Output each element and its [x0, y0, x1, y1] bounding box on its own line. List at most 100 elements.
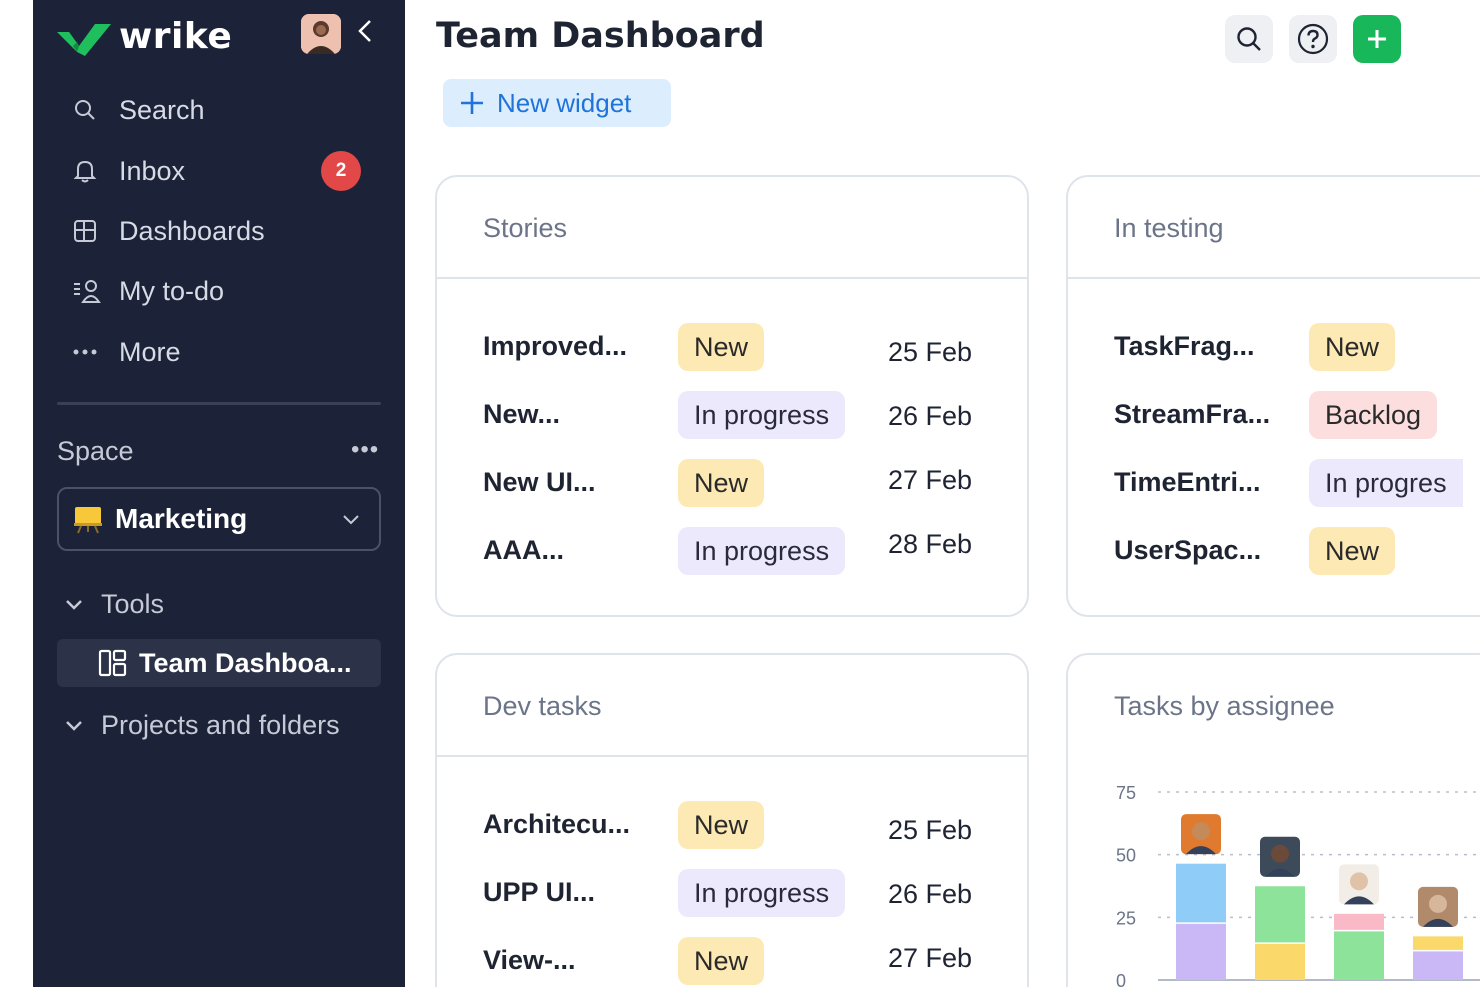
- bar-segment[interactable]: [1413, 936, 1463, 950]
- status-badge: New: [678, 801, 765, 849]
- plus-icon: [1368, 30, 1386, 48]
- task-name[interactable]: New UI...: [483, 467, 596, 497]
- brand-name: wrike: [119, 16, 233, 57]
- dashboard-layout-icon: [98, 649, 127, 677]
- due-date: 26 Feb: [888, 401, 973, 431]
- due-date: 25 Feb: [888, 815, 973, 845]
- widget-divider: [1068, 277, 1480, 279]
- assignee-avatar[interactable]: [1339, 864, 1379, 905]
- bar-segment[interactable]: [1176, 863, 1226, 923]
- status-badge: New: [678, 323, 765, 371]
- wrike-logo-icon[interactable]: [55, 18, 115, 58]
- widget-title[interactable]: Dev tasks: [483, 691, 602, 721]
- space-selector[interactable]: Marketing: [57, 487, 381, 551]
- task-name[interactable]: TimeEntri...: [1114, 467, 1261, 497]
- task-name[interactable]: Improved...: [483, 331, 628, 361]
- dashboard-grid-icon: [73, 217, 113, 245]
- table-row[interactable]: UserSpac... New: [1114, 527, 1480, 575]
- due-date: 27 Feb: [888, 465, 973, 495]
- nav-search[interactable]: Search: [73, 90, 373, 130]
- table-row[interactable]: View-... New 27 Feb: [483, 937, 1027, 985]
- task-name[interactable]: AAA...: [483, 535, 564, 565]
- tasks-by-assignee-widget: Tasks by assignee 0 25 50 75: [1066, 653, 1480, 987]
- due-date: 25 Feb: [888, 337, 973, 367]
- widget-title[interactable]: In testing: [1114, 213, 1224, 243]
- nav-inbox[interactable]: Inbox 2: [73, 151, 373, 191]
- in-testing-widget: In testing TaskFrag... New StreamFra... …: [1066, 175, 1480, 617]
- bar-segment[interactable]: [1334, 913, 1384, 930]
- due-date: 28 Feb: [888, 529, 973, 559]
- plus-icon: [461, 92, 483, 114]
- todo-person-icon: [73, 277, 113, 305]
- space-selected-name: Marketing: [115, 503, 248, 534]
- new-widget-button[interactable]: New widget: [443, 79, 671, 127]
- tree-projects-folders[interactable]: Projects and folders: [59, 703, 340, 747]
- table-row[interactable]: StreamFra... Backlog: [1114, 391, 1480, 439]
- table-row[interactable]: Improved... New 25 Feb: [483, 323, 1027, 371]
- status-badge: New: [678, 937, 765, 985]
- nav-more[interactable]: More: [73, 332, 373, 372]
- inbox-count-badge: 2: [321, 151, 361, 191]
- space-more-button[interactable]: •••: [351, 436, 380, 463]
- table-row[interactable]: Architecu... New 25 Feb: [483, 801, 1027, 849]
- status-badge: Backlog: [1309, 391, 1438, 439]
- task-name[interactable]: StreamFra...: [1114, 399, 1271, 429]
- bar-segment[interactable]: [1334, 931, 1384, 980]
- nav-label: Inbox: [119, 155, 186, 186]
- search-icon: [73, 96, 113, 124]
- assignee-avatar[interactable]: [1418, 886, 1458, 927]
- nav-my-todo[interactable]: My to-do: [73, 271, 373, 311]
- nav-dashboards[interactable]: Dashboards: [73, 211, 373, 251]
- nav-label: More: [119, 336, 181, 367]
- search-button[interactable]: [1225, 15, 1273, 63]
- bar-segment[interactable]: [1413, 951, 1463, 980]
- assignee-avatar[interactable]: [1260, 836, 1300, 877]
- widget-title[interactable]: Stories: [483, 213, 568, 243]
- task-name[interactable]: Architecu...: [483, 809, 631, 839]
- widget-divider: [437, 277, 1027, 279]
- assignee-avatar[interactable]: [1181, 814, 1221, 855]
- bar-segment[interactable]: [1255, 943, 1305, 980]
- tree-team-dashboard[interactable]: Team Dashboa...: [57, 639, 381, 687]
- y-tick-label: 75: [1116, 783, 1136, 803]
- y-tick-label: 25: [1116, 908, 1136, 928]
- help-icon: [1297, 23, 1329, 55]
- table-row[interactable]: UPP UI... In progress 26 Feb: [483, 869, 1027, 917]
- due-date: 27 Feb: [888, 943, 973, 973]
- nav-label: Dashboards: [119, 215, 265, 246]
- status-badge: In progress: [678, 391, 846, 439]
- sidebar: wrike Search Inbox 2 Dashboards: [33, 0, 405, 987]
- chevron-down-icon: [66, 600, 82, 610]
- y-tick-label: 0: [1116, 971, 1126, 987]
- table-row[interactable]: TimeEntri... In progres: [1114, 459, 1480, 507]
- presentation-board-icon: [74, 507, 102, 534]
- dev-tasks-widget: Dev tasks Architecu... New 25 Feb UPP UI…: [435, 653, 1029, 987]
- task-name[interactable]: View-...: [483, 945, 576, 975]
- table-row[interactable]: TaskFrag... New: [1114, 323, 1480, 371]
- bar-segment[interactable]: [1176, 923, 1226, 980]
- task-name[interactable]: TaskFrag...: [1114, 331, 1255, 361]
- space-label: Space: [57, 436, 134, 466]
- task-name[interactable]: UserSpac...: [1114, 535, 1262, 565]
- chevron-down-icon: [343, 515, 359, 525]
- y-tick-label: 50: [1116, 846, 1136, 866]
- status-badge: New: [1309, 323, 1396, 371]
- tree-label: Projects and folders: [101, 709, 340, 740]
- table-row[interactable]: New... In progress 26 Feb: [483, 391, 1027, 439]
- help-button[interactable]: [1289, 15, 1337, 63]
- create-button[interactable]: [1353, 15, 1401, 63]
- collapse-sidebar-icon[interactable]: [351, 18, 379, 52]
- search-icon: [1237, 27, 1261, 51]
- tree-label: Team Dashboa...: [139, 647, 352, 678]
- table-row[interactable]: New UI... New 27 Feb: [483, 459, 1027, 507]
- tree-tools[interactable]: Tools: [59, 582, 164, 626]
- widget-title[interactable]: Tasks by assignee: [1114, 691, 1335, 721]
- task-name[interactable]: UPP UI...: [483, 877, 596, 907]
- nav-label: Search: [119, 94, 205, 125]
- user-avatar[interactable]: [301, 14, 341, 54]
- assignee-bar-chart: 0 25 50 75: [1116, 783, 1480, 987]
- chevron-down-icon: [66, 721, 82, 731]
- task-name[interactable]: New...: [483, 399, 561, 429]
- bar-segment[interactable]: [1255, 886, 1305, 943]
- table-row[interactable]: AAA... In progress 28 Feb: [483, 527, 1027, 575]
